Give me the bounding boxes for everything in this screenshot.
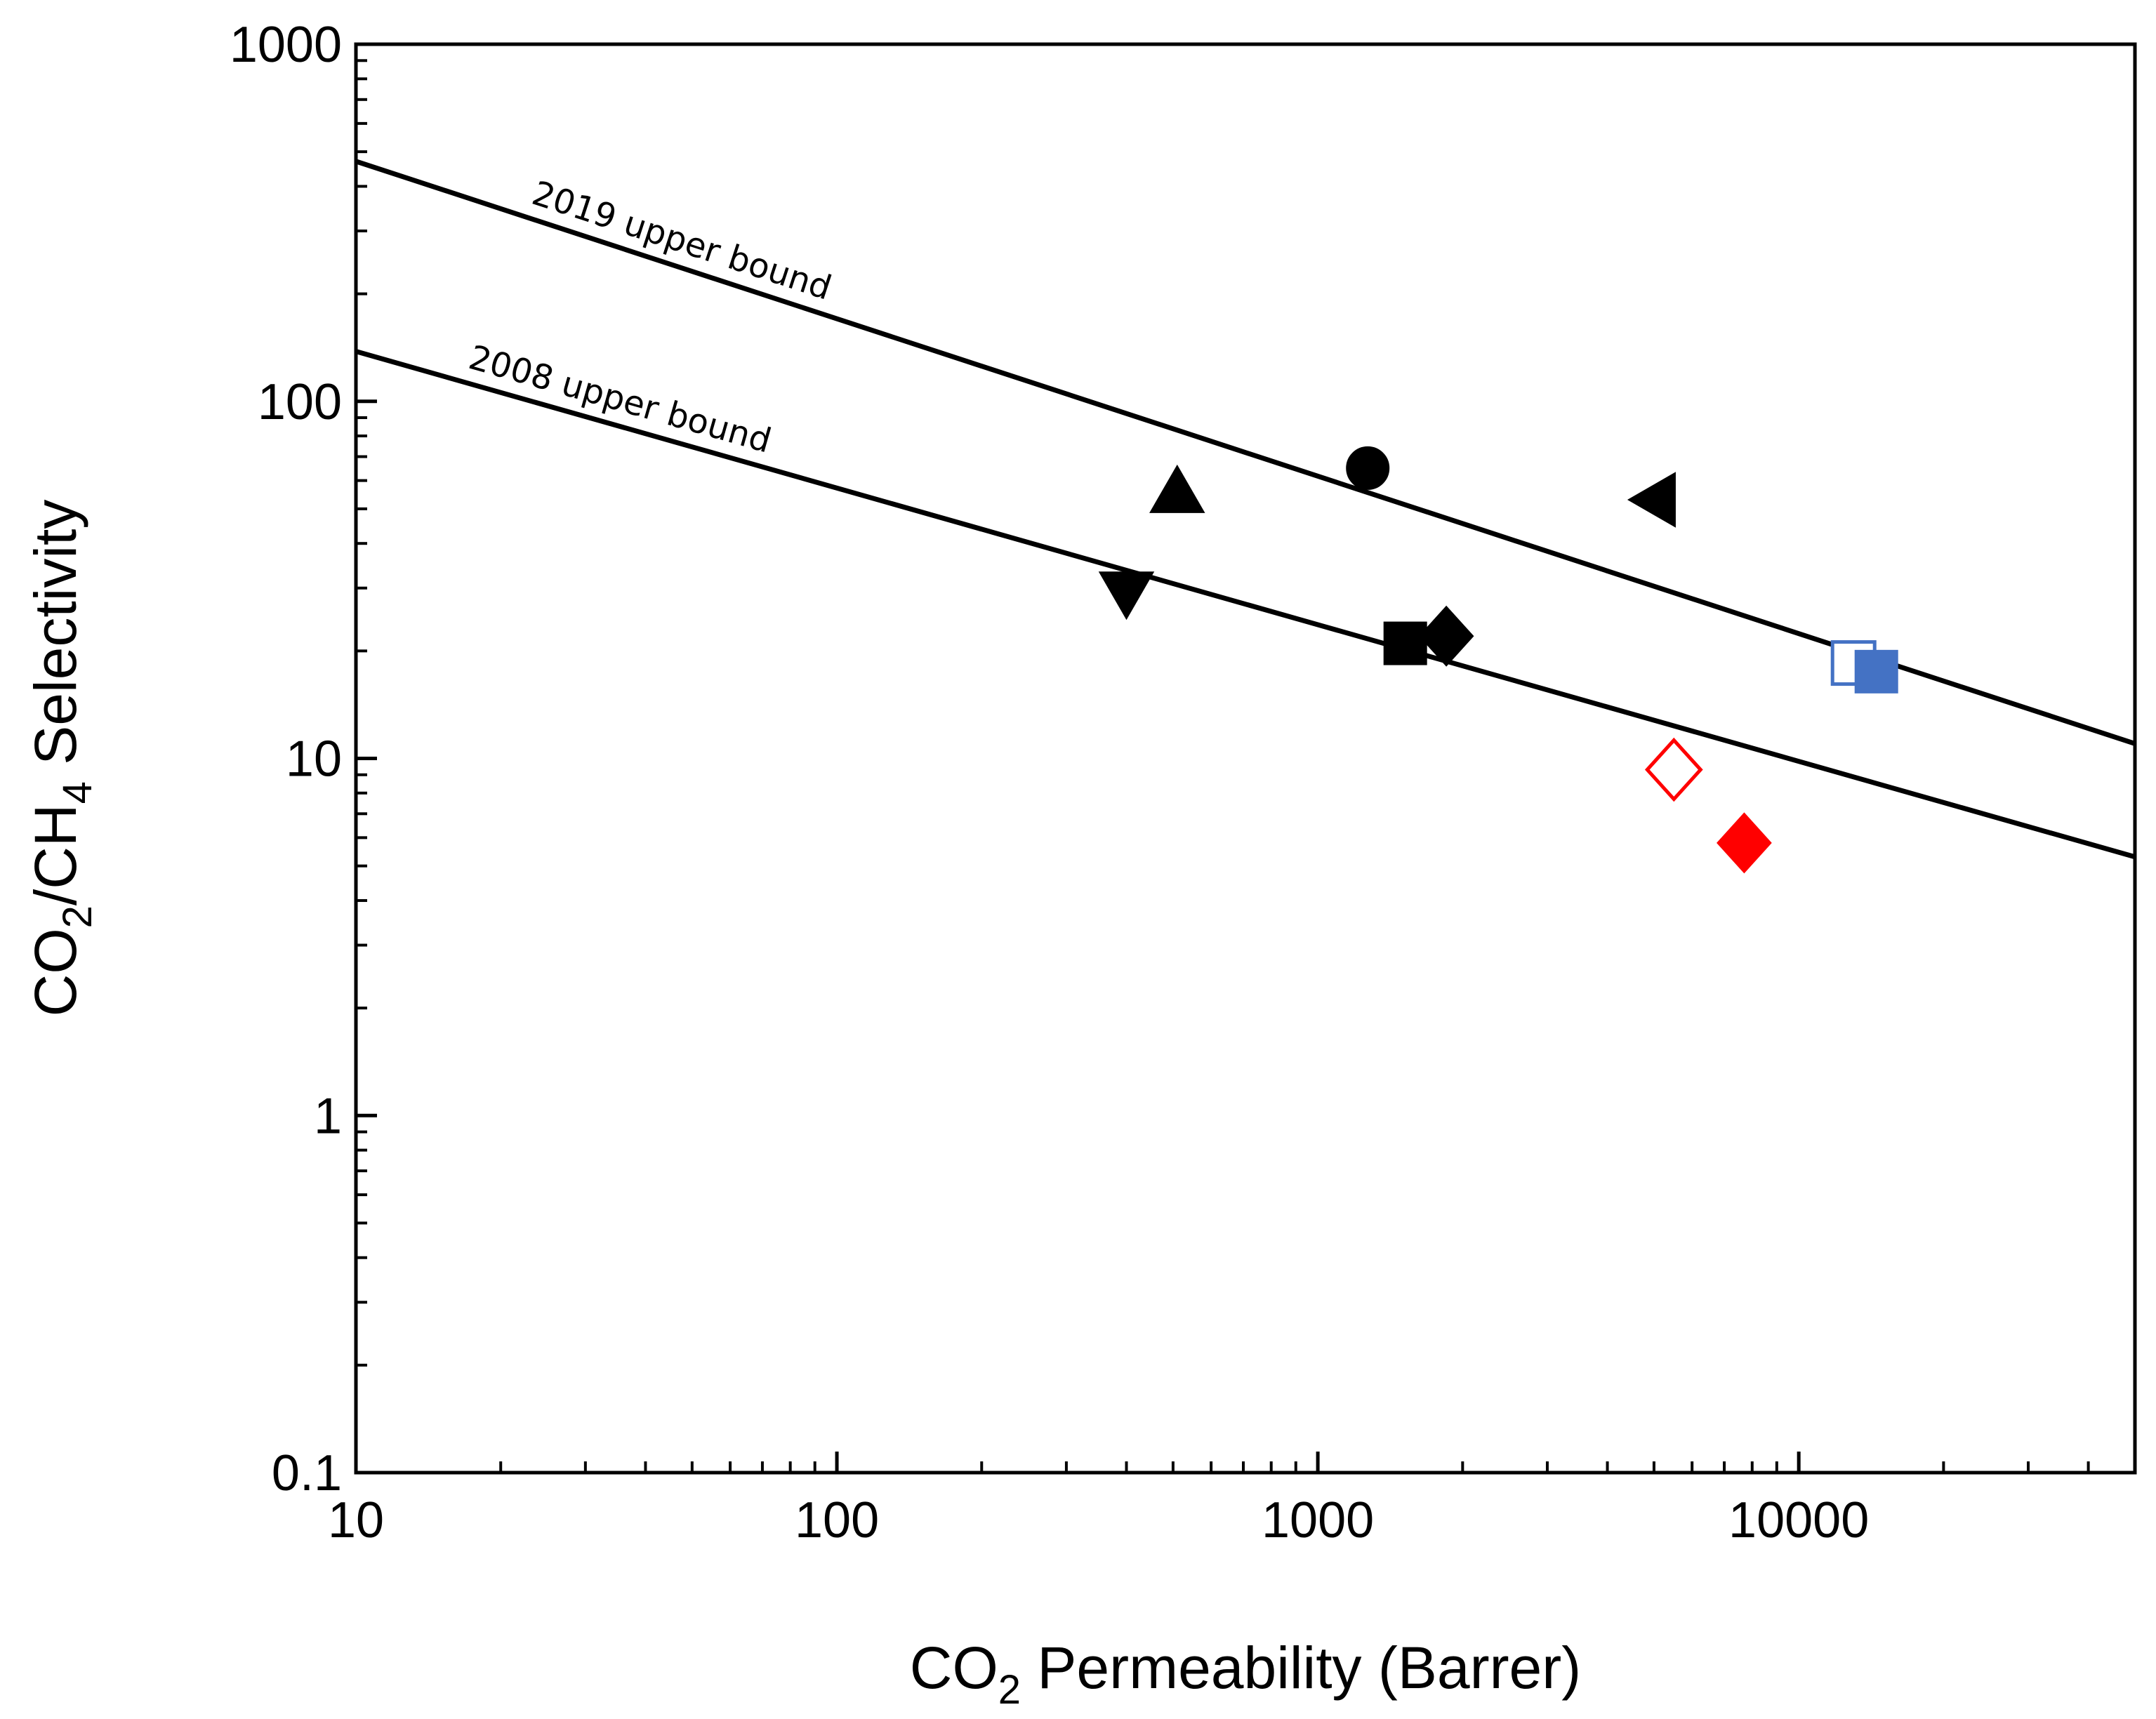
y-tick-label: 10: [286, 731, 342, 788]
marker-diamond: [1717, 812, 1772, 874]
x-tick-label: 10: [328, 1492, 384, 1548]
y-tick-label: 100: [258, 374, 342, 430]
marker-triangle-up: [1149, 464, 1205, 513]
y-tick-label: 1: [314, 1088, 342, 1144]
x-tick-labels: 10 100 1000 10000: [328, 1492, 1869, 1548]
marker-diamond: [1418, 605, 1474, 667]
x-tick-label: 10000: [1728, 1492, 1869, 1548]
minor-ticks: [356, 59, 2136, 1473]
upper-bound-line: [355, 349, 2136, 860]
marker-diamond: [1644, 737, 1703, 802]
marker-triangle-left: [1627, 472, 1676, 528]
y-tick-label: 0.1: [272, 1445, 342, 1501]
marker-square: [1383, 621, 1427, 665]
plot-frame: [354, 42, 2137, 1475]
upper-bound-label: 2008 upper bound: [465, 338, 776, 460]
marker-square: [1854, 649, 1898, 693]
upper-bound-label: 2019 upper bound: [527, 173, 836, 308]
y-tick-labels: 1000 100 10 1 0.1: [230, 17, 342, 1501]
y-tick-label: 1000: [230, 17, 342, 73]
x-axis-title: CO2 Permeability (Barrer): [910, 1635, 1581, 1713]
marker-circle: [1346, 446, 1390, 490]
x-tick-label: 100: [795, 1492, 879, 1548]
upper-bound-lines: 2019 upper bound 2008 upper bound: [355, 159, 2136, 860]
y-axis-title: CO2/CH4 Selectivity: [22, 500, 100, 1017]
major-ticks: [354, 42, 1801, 1475]
marker-triangle-down: [1098, 571, 1155, 620]
data-points: [1098, 446, 1898, 874]
x-tick-label: 1000: [1262, 1492, 1374, 1548]
